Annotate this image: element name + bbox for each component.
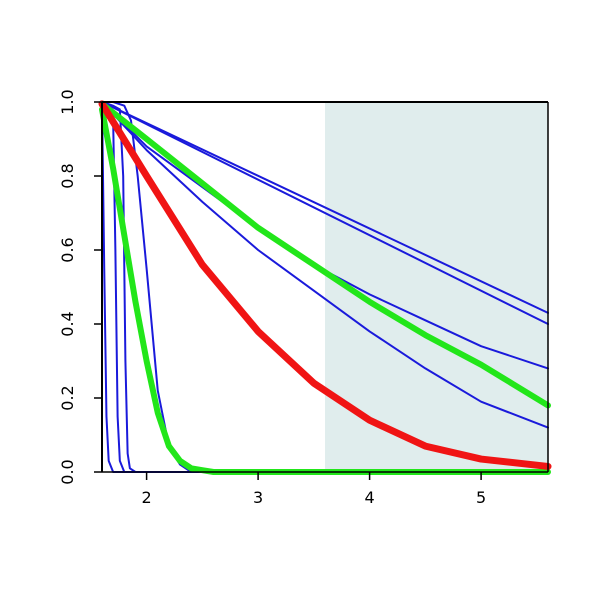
series-line-8 (101, 101, 549, 473)
y-tick-label: 0.4 (58, 311, 77, 336)
series-line-1 (101, 101, 549, 314)
x-tick-label: 3 (253, 488, 263, 507)
axes-layer: 2 3 4 5 0.0 0.2 0.4 0.6 0.8 1.0 (58, 89, 549, 507)
series-line-4 (101, 101, 549, 429)
y-tick-label: 0.2 (58, 385, 77, 410)
plot-region (325, 102, 548, 472)
series-line-10 (99, 106, 551, 475)
x-tick-label: 2 (142, 488, 152, 507)
x-tick-label: 5 (476, 488, 486, 507)
x-tick-label: 4 (365, 488, 375, 507)
y-tick-label: 0.6 (58, 237, 77, 262)
series-layer (98, 100, 552, 475)
y-tick-label: 0.8 (58, 163, 77, 188)
y-tick-label: 0.0 (58, 459, 77, 484)
shaded-region (325, 102, 548, 472)
series-line-2 (101, 101, 549, 325)
y-tick-label: 1.0 (58, 89, 77, 114)
series-line-7 (101, 101, 549, 473)
series-line-11 (99, 100, 551, 409)
series-line-12 (98, 100, 552, 470)
